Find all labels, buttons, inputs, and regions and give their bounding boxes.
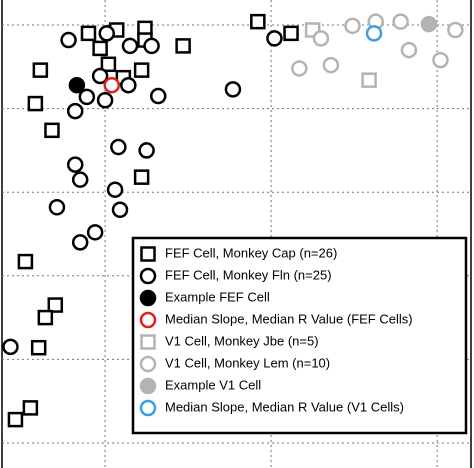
- point: [283, 25, 299, 42]
- legend-label: Median Slope, Median R Value (FEF Cells): [165, 311, 413, 326]
- point: [48, 198, 66, 216]
- point: [121, 37, 139, 55]
- point: [2, 338, 19, 356]
- legend-marker: [139, 377, 157, 395]
- point: [392, 13, 409, 30]
- point: [143, 37, 160, 55]
- legend-box: [131, 236, 468, 435]
- legend-label: V1 Cell, Monkey Lem (n=10): [165, 355, 330, 370]
- point: [66, 102, 84, 120]
- point: [47, 297, 64, 313]
- point: [106, 181, 124, 198]
- point: [447, 21, 464, 39]
- point: [22, 400, 39, 416]
- point: [175, 38, 191, 54]
- point: [100, 56, 117, 73]
- point: [291, 60, 308, 77]
- point: [30, 339, 47, 356]
- point: [78, 88, 96, 106]
- legend-marker: [139, 399, 157, 417]
- point: [92, 40, 108, 57]
- point: [80, 25, 97, 42]
- legend-label: FEF Cell, Monkey Cap (n=26): [165, 245, 337, 260]
- point: [7, 411, 24, 428]
- legend-marker: [139, 267, 157, 285]
- point: [110, 138, 127, 156]
- point: [66, 156, 84, 173]
- point: [420, 15, 438, 33]
- legend-label: V1 Cell, Monkey Jbe (n=5): [165, 333, 319, 348]
- point: [133, 62, 150, 78]
- legend-label: Example V1 Cell: [165, 377, 261, 392]
- point: [71, 171, 89, 188]
- point: [32, 62, 49, 78]
- point: [266, 30, 283, 47]
- point: [17, 253, 34, 270]
- point: [86, 224, 104, 241]
- point: [71, 234, 89, 251]
- point: [312, 30, 330, 47]
- point: [27, 95, 44, 112]
- point: [111, 201, 129, 219]
- legend-marker: [140, 334, 156, 350]
- point: [224, 81, 242, 98]
- legend-label: Median Slope, Median R Value (V1 Cells): [165, 399, 404, 414]
- point: [133, 169, 150, 185]
- point: [60, 31, 77, 49]
- point: [365, 25, 383, 42]
- legend-marker: [140, 246, 156, 262]
- point: [322, 56, 340, 74]
- point: [149, 87, 167, 105]
- point: [103, 76, 120, 94]
- point: [432, 51, 449, 69]
- point: [37, 309, 54, 326]
- legend-marker: [139, 289, 157, 307]
- point: [120, 76, 137, 94]
- point: [138, 142, 155, 159]
- point: [344, 17, 361, 35]
- point: [91, 67, 109, 85]
- legend-marker: [139, 355, 157, 373]
- point: [68, 76, 86, 94]
- point: [98, 25, 116, 42]
- point: [44, 122, 60, 139]
- legend-label: FEF Cell, Monkey Fln (n=25): [165, 267, 332, 282]
- point: [361, 72, 377, 88]
- point: [250, 13, 266, 30]
- legend-marker: [139, 311, 157, 329]
- point: [96, 91, 114, 109]
- legend-label: Example FEF Cell: [165, 289, 270, 304]
- point: [400, 41, 418, 59]
